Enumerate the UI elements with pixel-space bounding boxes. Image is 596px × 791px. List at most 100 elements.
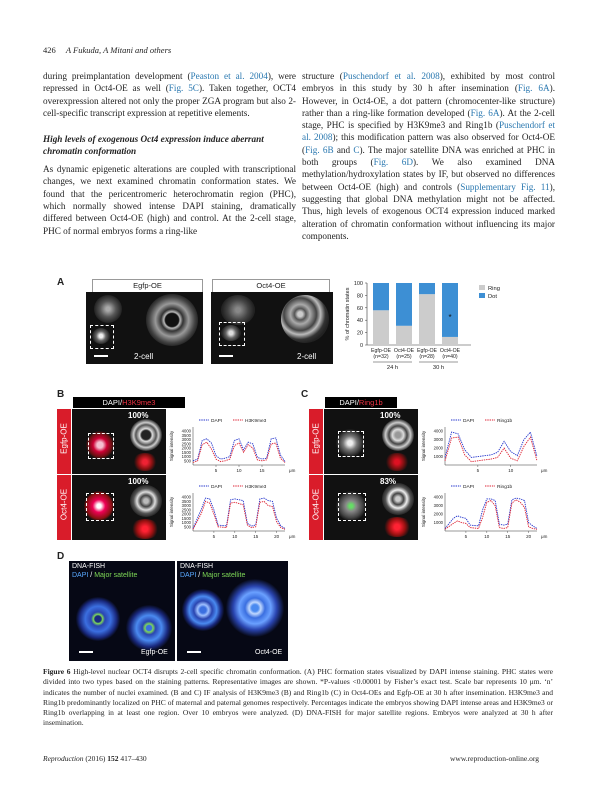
b-oct4-image: 100% — [72, 475, 166, 540]
legend-label: DAPI — [463, 484, 474, 490]
legend-label: DAPI — [211, 484, 222, 490]
y-tick-label: 2000 — [434, 512, 444, 517]
n-label: (n=32) — [373, 354, 388, 360]
y-tick-label: 3000 — [434, 437, 444, 442]
bar-dot — [373, 283, 389, 311]
paragraph: structure (Puschendorf et al. 2008), exh… — [302, 71, 556, 241]
y-tick-label: 3000 — [182, 503, 192, 508]
y-tick-label: 0 — [360, 343, 363, 349]
caption-label: Figure 6 — [43, 667, 71, 676]
section-heading: High levels of exogenous Oct4 expression… — [43, 134, 264, 157]
x-tick-label: 10 — [232, 534, 238, 539]
n-label: (n=25) — [396, 354, 411, 360]
y-tick-label: 3000 — [182, 437, 192, 442]
row-label-egfp: Egfp-OE — [309, 409, 323, 474]
x-unit-label: μm — [541, 534, 548, 539]
x-unit-label: μm — [289, 534, 296, 539]
panel-letter-d: D — [57, 551, 65, 562]
series-line-dapi — [192, 497, 286, 529]
y-tick-label: 1000 — [182, 454, 192, 459]
paragraph: during preimplantation development (Peas… — [43, 71, 296, 118]
ref-link[interactable]: Puschendorf et al. 2008 — [342, 71, 440, 81]
x-tick-label: 10 — [484, 534, 490, 539]
percent-label: 83% — [380, 477, 397, 486]
x-tick-label: Oct4-OE — [440, 348, 461, 354]
oct4-title: Oct4-OE — [212, 279, 330, 293]
y-tick-label: 3500 — [182, 499, 192, 504]
y-tick-label: 2000 — [182, 512, 192, 517]
oct4-dapi-image: 2-cell — [211, 292, 333, 364]
y-tick-label: 1500 — [182, 450, 192, 455]
legend-label: Ring1b — [497, 418, 513, 424]
fig-link[interactable]: Fig. 6B — [305, 144, 334, 155]
x-tick-label: 10 — [236, 468, 242, 473]
paragraph: As dynamic epigenetic alterations are co… — [43, 164, 296, 236]
fig-link[interactable]: Fig. 6D — [373, 157, 413, 168]
row-label-oct4: Oct4-OE — [57, 475, 71, 540]
series-line-h3k9me3 — [192, 441, 286, 463]
d-oct4-fish-image: DNA-FISH DAPI / Major satellite Oct4-OE — [177, 561, 288, 661]
y-axis-label: % of chromatin states — [345, 287, 351, 340]
y-tick-label: 1000 — [434, 520, 444, 525]
x-tick-label: 15 — [253, 534, 259, 539]
running-header: 426 A Fukuda, A Mitani and others — [43, 45, 171, 55]
supp-link[interactable]: Supplementary Fig. 11 — [460, 181, 550, 192]
y-tick-label: 3000 — [434, 503, 444, 508]
y-tick-label: 60 — [357, 306, 363, 312]
series-line-ring1b — [444, 499, 538, 530]
x-tick-label: 15 — [505, 534, 511, 539]
footer-citation: Reproduction (2016) 152 417–430 — [43, 754, 147, 763]
y-axis-label: Signal intensity — [169, 496, 174, 527]
row-label-egfp: Egfp-OE — [57, 409, 71, 474]
legend-label: DAPI — [463, 418, 474, 424]
egfp-title: Egfp-OE — [92, 279, 203, 293]
percent-label: 100% — [128, 411, 149, 420]
x-tick-label: Egfp-OE — [417, 348, 437, 354]
y-axis-label: Signal intensity — [421, 430, 426, 461]
series-line-h3k9me3 — [192, 500, 286, 530]
legend-label: DAPI — [211, 418, 222, 424]
x-tick-label: 10 — [508, 468, 514, 473]
y-tick-label: 500 — [184, 524, 192, 529]
panel-b-title: DAPI/H3K9me3 — [73, 397, 185, 408]
y-tick-label: 4000 — [182, 429, 192, 434]
x-tick-label: 5 — [465, 534, 468, 539]
percent-label: 100% — [128, 477, 149, 486]
series-line-ring1b — [444, 436, 538, 463]
y-tick-label: 1000 — [434, 454, 444, 459]
y-tick-label: 100 — [354, 281, 363, 287]
series-line-dapi — [192, 437, 286, 462]
footer-url[interactable]: www.reproduction-online.org — [450, 754, 539, 763]
x-unit-label: μm — [541, 468, 548, 473]
percent-label: 100% — [380, 411, 401, 420]
ref-link[interactable]: Puschendorf et al. 2008 — [302, 120, 555, 143]
legend-label: H3K9me3 — [245, 418, 267, 424]
y-tick-label: 2500 — [182, 441, 192, 446]
ref-link[interactable]: Peaston et al. 2004 — [190, 71, 268, 81]
y-tick-label: 40 — [357, 318, 363, 324]
x-tick-label: 5 — [477, 468, 480, 473]
panel-letter-c: C — [301, 389, 309, 400]
x-tick-label: 5 — [215, 468, 218, 473]
fig-link[interactable]: Fig. 5C — [168, 83, 199, 94]
y-tick-label: 2000 — [182, 446, 192, 451]
y-tick-label: 4000 — [182, 495, 192, 500]
legend-swatch-dot — [479, 293, 485, 298]
y-tick-label: 3500 — [182, 433, 192, 438]
y-tick-label: 1000 — [182, 520, 192, 525]
fig-link[interactable]: Fig. 6A — [517, 83, 550, 94]
bar-ring — [396, 325, 412, 345]
bar-ring — [442, 336, 458, 345]
y-tick-label: 500 — [184, 458, 192, 463]
bar-dot — [442, 283, 458, 337]
y-tick-label: 2500 — [182, 507, 192, 512]
y-axis-label: Signal intensity — [169, 430, 174, 461]
fig-link[interactable]: Fig. 6A — [470, 107, 500, 118]
figure-caption: Figure 6 High-level nuclear OCT4 disrupt… — [43, 667, 553, 729]
group-label: 24 h — [387, 365, 398, 371]
x-tick-label: 5 — [213, 534, 216, 539]
fig-link[interactable]: C — [353, 144, 360, 155]
c-oct4-image: 83% — [324, 475, 418, 540]
n-label: (n=28) — [419, 354, 434, 360]
